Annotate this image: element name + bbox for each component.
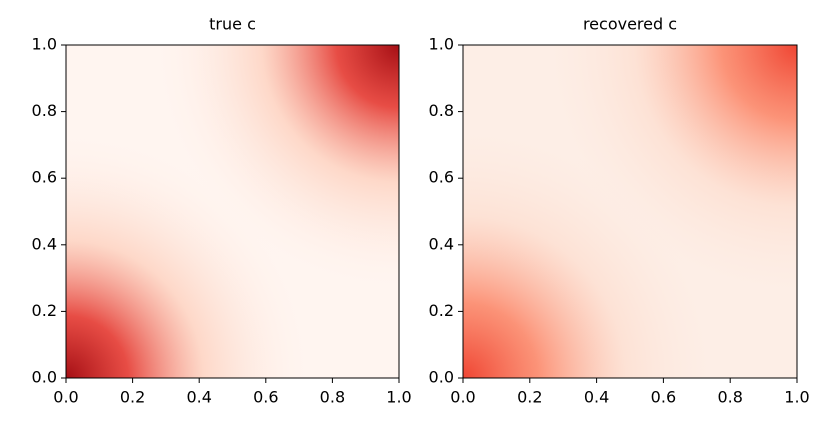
panel <box>66 45 399 378</box>
x-tick-label: 0.4 <box>186 388 211 407</box>
y-tick-label: 0.4 <box>32 234 57 253</box>
chart-title: recovered c <box>583 15 677 34</box>
axes-frame <box>65 44 400 379</box>
x-tick-label: 0.0 <box>450 388 475 407</box>
x-tick-label: 0.6 <box>253 388 278 407</box>
x-tick-label: 0.4 <box>584 388 609 407</box>
y-tick-label: 0.0 <box>32 368 57 387</box>
x-tick-label: 0.8 <box>320 388 345 407</box>
heatmap-field <box>66 45 399 378</box>
y-tick-label: 0.6 <box>32 168 57 187</box>
x-tick-label: 1.0 <box>386 388 411 407</box>
heatmap-field <box>463 45 797 378</box>
y-tick-label: 0.6 <box>429 168 454 187</box>
chart-title: true c <box>209 15 256 34</box>
y-tick-label: 0.4 <box>429 234 454 253</box>
x-tick-label: 0.8 <box>717 388 742 407</box>
x-tick-label: 0.0 <box>53 388 78 407</box>
y-tick-label: 0.8 <box>32 101 57 120</box>
x-tick-label: 1.0 <box>784 388 809 407</box>
y-tick-label: 0.8 <box>429 101 454 120</box>
y-tick-label: 0.2 <box>32 301 57 320</box>
y-tick-label: 0.0 <box>429 368 454 387</box>
y-tick-label: 0.2 <box>429 301 454 320</box>
y-tick-label: 1.0 <box>429 35 454 54</box>
panel <box>463 45 797 378</box>
axes-frame <box>462 44 798 379</box>
x-tick-label: 0.2 <box>120 388 145 407</box>
x-tick-label: 0.6 <box>651 388 676 407</box>
x-tick-label: 0.2 <box>517 388 542 407</box>
y-tick-label: 1.0 <box>32 35 57 54</box>
